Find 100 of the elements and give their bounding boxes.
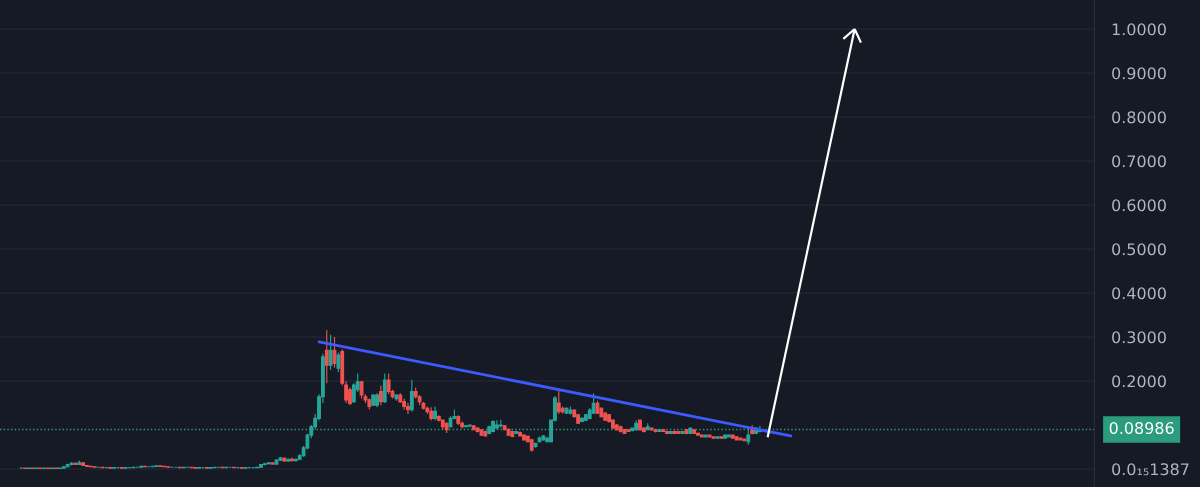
- candlestick: [634, 419, 639, 432]
- candlestick: [61, 465, 66, 469]
- candlestick: [719, 435, 724, 440]
- candlestick: [727, 433, 731, 438]
- y-tick-label: 0.2000: [1112, 375, 1166, 388]
- candlestick: [367, 398, 372, 411]
- candlestick: [54, 467, 58, 470]
- candlestick: [38, 467, 43, 470]
- candlestick: [692, 428, 697, 435]
- candlestick: [282, 456, 287, 463]
- candlestick: [166, 465, 171, 468]
- candlestick: [684, 428, 689, 435]
- candlestick: [274, 458, 279, 466]
- candlestick: [429, 406, 434, 422]
- candlestick: [112, 466, 116, 469]
- candlestick: [742, 438, 747, 442]
- candlestick: [92, 465, 97, 468]
- candlestick: [204, 466, 209, 469]
- candlestick: [158, 464, 163, 468]
- candlestick: [139, 464, 144, 469]
- candlestick: [394, 393, 399, 402]
- candlestick: [479, 428, 484, 437]
- candlestick: [444, 421, 449, 434]
- candlestick: [498, 419, 503, 429]
- candlestick: [58, 467, 62, 470]
- y-tick-label: 0.4000: [1112, 287, 1166, 300]
- y-tick-label: 0.5000: [1112, 243, 1166, 256]
- y-tick-label: 1.0000: [1112, 23, 1166, 36]
- candlestick: [34, 467, 39, 470]
- candlestick: [688, 427, 693, 435]
- candlestick: [81, 461, 86, 467]
- candlestick: [440, 419, 445, 430]
- candlestick: [514, 430, 519, 435]
- candlestick: [537, 435, 542, 444]
- candlestick: [576, 413, 581, 425]
- candlestick: [568, 405, 573, 415]
- candlestick: [603, 411, 608, 422]
- candlestick: [286, 457, 291, 463]
- candlestick: [456, 414, 461, 426]
- candlestick: [30, 467, 35, 470]
- y-tick-label: 0.0₁₅1387: [1112, 463, 1189, 476]
- candlestick: [278, 456, 283, 462]
- candlestick: [580, 416, 584, 423]
- candlestick: [433, 405, 437, 422]
- candlestick: [746, 427, 751, 446]
- candlestick: [328, 334, 333, 371]
- y-tick-label: 0.9000: [1112, 67, 1166, 80]
- candlestick: [529, 438, 534, 453]
- candlestick: [359, 380, 364, 400]
- candlestick: [243, 466, 248, 469]
- candlestick: [379, 384, 383, 406]
- candlestick: [266, 461, 271, 466]
- candlestick: [665, 430, 669, 435]
- candlestick: [730, 434, 735, 440]
- candlestick: [614, 423, 619, 432]
- candlestick: [618, 425, 623, 434]
- candlestick: [464, 424, 468, 429]
- candlestick: [738, 437, 743, 441]
- candlestick: [669, 430, 673, 435]
- candlestick: [518, 431, 523, 437]
- candlestick: [46, 467, 51, 470]
- candlestick: [653, 428, 658, 434]
- candlestick: [734, 435, 739, 441]
- candlestick: [409, 379, 414, 413]
- y-tick-label: 0.3000: [1112, 331, 1166, 344]
- candlestick: [638, 419, 642, 432]
- candlestick: [262, 462, 267, 466]
- candlestick: [680, 430, 685, 435]
- candlestick: [491, 419, 495, 434]
- candlestick: [622, 428, 627, 435]
- candlestick: [193, 466, 198, 469]
- candlestick: [406, 402, 410, 415]
- candlestick: [699, 433, 704, 438]
- candlestick: [645, 422, 650, 431]
- candlestick: [564, 406, 569, 415]
- candlestick: [475, 426, 480, 434]
- candlestick: [386, 372, 391, 395]
- candlestick: [661, 428, 666, 433]
- candlestick: [510, 430, 515, 438]
- candlestick: [495, 419, 499, 430]
- candlestick: [42, 467, 47, 470]
- y-tick-label: 0.8000: [1112, 111, 1166, 124]
- candlestick: [154, 464, 159, 468]
- candlestick: [703, 434, 708, 438]
- candlestick: [506, 427, 511, 437]
- candlestick: [626, 428, 631, 433]
- candlestick: [672, 429, 677, 435]
- candlestick: [332, 336, 337, 369]
- candlestick: [611, 418, 615, 430]
- candlestick: [336, 351, 341, 373]
- candlestick: [371, 393, 376, 407]
- candlestick: [649, 427, 654, 432]
- y-tick-label: 0.6000: [1112, 199, 1166, 212]
- candlestick: [483, 430, 488, 438]
- candlestick: [324, 329, 329, 384]
- candlestick: [382, 372, 387, 404]
- candlestick: [541, 434, 546, 442]
- candlestick: [119, 466, 124, 469]
- candlestick: [595, 400, 600, 415]
- candlestick: [676, 430, 681, 435]
